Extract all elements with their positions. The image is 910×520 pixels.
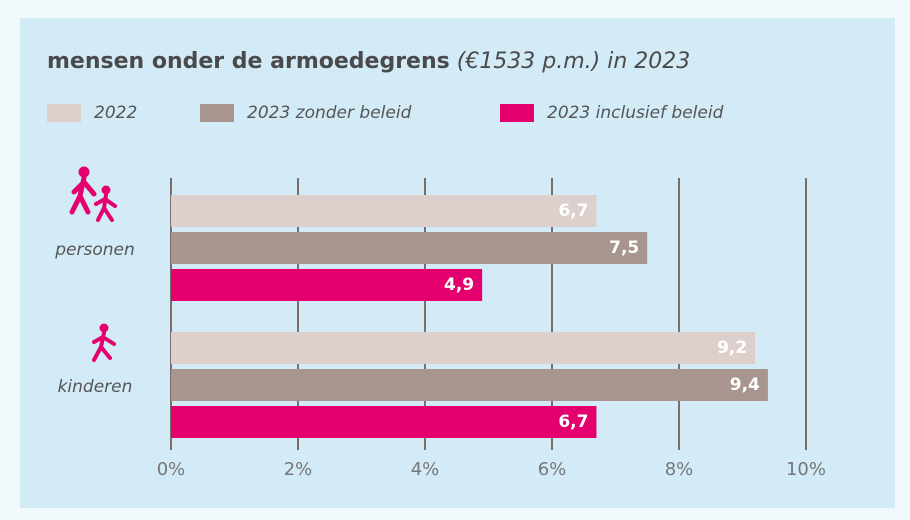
icon-personen [69, 166, 117, 222]
legend-swatch [200, 104, 234, 122]
x-tick-label: 0% [157, 459, 186, 480]
y-tick-label: personen [54, 240, 135, 260]
value-label: 7,5 [609, 238, 639, 258]
legend-swatch [500, 104, 534, 122]
value-label: 9,4 [730, 375, 760, 395]
value-label: 6,7 [558, 201, 588, 221]
legend-label: 2023 inclusief beleid [547, 103, 724, 123]
chart-title: mensen onder de armoedegrens [47, 49, 450, 74]
bar [171, 332, 756, 364]
x-tick-label: 10% [786, 459, 826, 480]
x-tick-label: 2% [284, 459, 313, 480]
y-tick-label: kinderen [58, 377, 133, 397]
bar [171, 406, 597, 438]
legend-label: 2023 zonder beleid [247, 103, 412, 123]
chart-title-line: mensen onder de armoedegrens (€1533 p.m.… [47, 49, 690, 74]
bar [171, 232, 648, 264]
value-label: 9,2 [717, 338, 747, 358]
x-tick-label: 8% [665, 459, 694, 480]
bar [171, 369, 768, 401]
value-label: 6,7 [558, 412, 588, 432]
chart-subtitle: (€1533 p.m.) in 2023 [457, 49, 691, 74]
legend-label: 2022 [94, 103, 137, 123]
x-tick-label: 6% [538, 459, 567, 480]
bar [171, 269, 483, 301]
icon-kinderen [92, 323, 116, 362]
x-tick-label: 4% [411, 459, 440, 480]
value-label: 4,9 [444, 275, 474, 295]
legend-swatch [47, 104, 81, 122]
bar [171, 195, 597, 227]
